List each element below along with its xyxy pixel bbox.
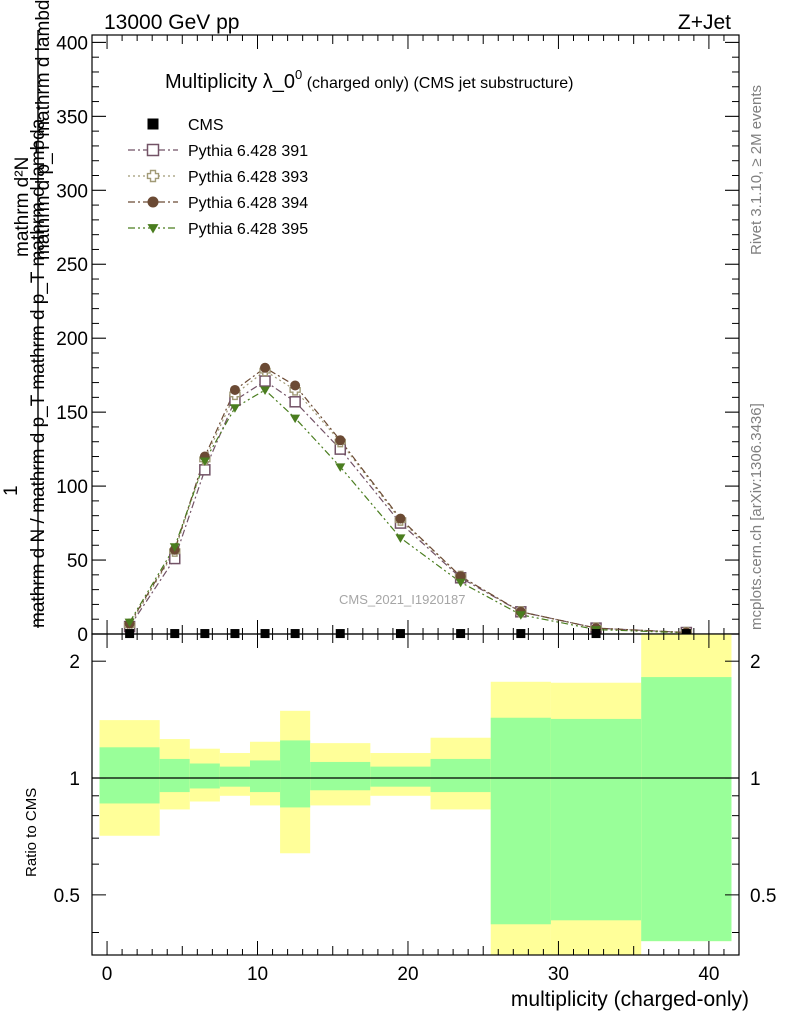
ratio-y-label: Ratio to CMS [23, 788, 40, 877]
inner-band-bin [310, 761, 371, 791]
legend: CMS Pythia 6.428 391 Pythia 6.428 393 Pythi… [128, 117, 308, 238]
y-label-denominator: mathrm d N / mathrm d p_T mathrm d p_T m… [28, 118, 49, 628]
ratio-bands [99, 634, 732, 955]
data-point [335, 435, 346, 446]
inner-band-bin [249, 760, 281, 793]
data-point [169, 543, 180, 552]
inner-band-bin [99, 747, 160, 804]
y-tick-label: 350 [56, 107, 88, 128]
data-point [290, 380, 301, 391]
data-point [290, 414, 301, 424]
data-point [289, 396, 301, 408]
data-point [395, 513, 406, 524]
ratio-y-tick-label: 2 [69, 652, 80, 673]
ratio-frame [91, 633, 740, 956]
data-point [515, 611, 526, 620]
data-point [229, 404, 240, 413]
inner-band-bin [490, 717, 551, 925]
data-point [259, 375, 271, 387]
watermark: CMS_2021_I1920187 [339, 592, 466, 607]
main-plot-area: 0 50 100 150 200 250 300 350 400 [56, 33, 740, 646]
data-point [229, 384, 240, 395]
x-tick-label: 20 [397, 964, 418, 985]
y-tick-label: 200 [56, 329, 88, 350]
data-point [335, 463, 346, 472]
inner-band-bin [280, 740, 311, 808]
y-tick-label: 250 [56, 255, 88, 276]
plot-title-sup: 0 [295, 67, 302, 82]
ratio-y-tick-label: 0.5 [54, 886, 80, 907]
ratio-ticks: 0.5 0.5 1 1 2 2 [54, 652, 776, 933]
inner-band-bin [159, 758, 190, 793]
ratio-y-tick-label-right: 2 [750, 652, 761, 673]
x-tick-label: 0 [102, 964, 113, 985]
x-tick-label: 40 [698, 964, 719, 985]
rivet-label: Rivet 3.1.10, ≥ 2M events [748, 85, 765, 255]
y-axis-label-main: mathrm d²N mathrm d p_T mathrm d lambda … [1, 0, 54, 628]
y-tick-label: 0 [77, 625, 88, 646]
x-ticks: 0 10 20 30 40 [91, 634, 740, 985]
y-tick-label: 300 [56, 181, 88, 202]
header-energy: 13000 GeV pp [104, 11, 239, 34]
inner-band-bin [219, 766, 250, 787]
inner-band-bin [370, 766, 431, 787]
legend-marker [146, 169, 160, 183]
y-label-left: 1 [1, 485, 22, 496]
legend-marker [147, 196, 159, 208]
ratio-y-tick-label-right: 1 [750, 769, 761, 790]
data-point [260, 386, 271, 395]
main-ticks: 0 50 100 150 200 250 300 350 400 [56, 33, 740, 646]
inner-band-bin [430, 758, 491, 793]
x-axis-label: multiplicity (charged-only) [511, 988, 749, 1011]
y-tick-label: 150 [56, 403, 88, 424]
legend-label: Pythia 6.428 393 [188, 169, 308, 186]
inner-band-bin [189, 763, 220, 789]
header-process: Z+Jet [678, 11, 731, 34]
legend-marker [147, 118, 159, 130]
mcplots-label: mcplots.cern.ch [arXiv:1306.3436] [748, 403, 765, 630]
ratio-y-tick-label: 1 [69, 769, 80, 790]
y-tick-label: 100 [56, 477, 88, 498]
plot-title-sub: (charged only) (CMS jet substructure) [302, 75, 573, 92]
data-point [199, 464, 211, 476]
x-tick-label: 30 [548, 964, 569, 985]
data-point [199, 457, 210, 466]
data-point [395, 534, 406, 543]
y-tick-label: 400 [56, 33, 88, 54]
y-tick-label: 50 [67, 551, 88, 572]
inner-band-bin [550, 718, 642, 921]
legend-label: Pythia 6.428 395 [188, 221, 308, 238]
data-point [260, 362, 271, 373]
plot-title-main: Multiplicity λ_0 [165, 71, 295, 93]
y-label-numerator: mathrm d²N [12, 157, 33, 257]
ratio-plot-area: 0.5 0.5 1 1 2 2 0 10 20 30 40 [54, 633, 776, 985]
inner-band-bin [641, 677, 732, 942]
legend-label: Pythia 6.428 391 [188, 143, 308, 160]
ratio-y-tick-label-right: 0.5 [750, 886, 776, 907]
legend-marker [146, 143, 160, 157]
plot-title: Multiplicity λ_00 (charged only) (CMS je… [165, 67, 573, 93]
data-point [124, 618, 135, 628]
legend-label: Pythia 6.428 394 [188, 195, 308, 212]
data-point [455, 578, 466, 588]
legend-label: CMS [188, 117, 224, 134]
x-tick-label: 10 [247, 964, 268, 985]
legend-marker [147, 224, 159, 234]
